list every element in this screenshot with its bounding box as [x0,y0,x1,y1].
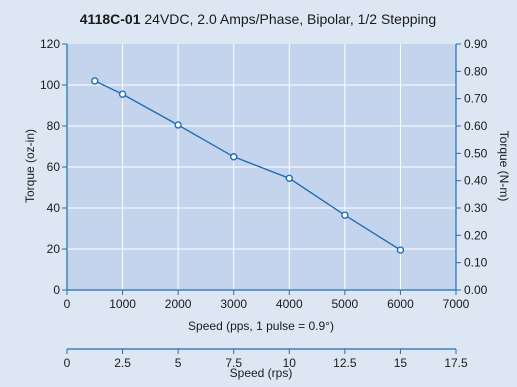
x2-axis-label: Speed (rps) [230,366,293,380]
y2-tick-label: 0.10 [464,256,488,270]
y-tick-label: 100 [40,78,60,92]
y-axis-label: Torque (oz-in) [23,129,37,203]
x2-tick-label: 12.5 [333,356,357,370]
y2-tick-label: 0.00 [464,283,488,297]
x-axis-label: Speed (pps, 1 pulse = 0.9°) [188,319,334,333]
x-tick-label: 1000 [109,297,136,311]
y2-tick-label: 0.30 [464,201,488,215]
y2-tick-label: 0.80 [464,64,488,78]
y-tick-label: 20 [47,242,61,256]
x2-tick-label: 17.5 [444,356,468,370]
data-point [118,90,127,98]
chart-title: 4118C-01 24VDC, 2.0 Amps/Phase, Bipolar,… [80,11,436,27]
x2-tick-label: 5 [175,356,182,370]
y-tick-label: 120 [40,37,60,51]
y-tick-label: 80 [47,119,61,133]
y-tick-label: 60 [47,160,61,174]
x-tick-label: 6000 [387,297,414,311]
y2-tick-label: 0.40 [464,174,488,188]
y2-axis-label: Torque (N-m) [497,131,511,202]
y-tick-label: 40 [47,201,61,215]
x-tick-label: 3000 [220,297,247,311]
x-tick-label: 4000 [276,297,303,311]
x2-tick-label: 10 [283,356,297,370]
y2-tick-label: 0.60 [464,119,488,133]
data-point [285,174,293,182]
y2-tick-label: 0.20 [464,228,488,242]
data-point [341,211,349,219]
x-tick-label: 5000 [332,297,359,311]
data-point [91,77,99,85]
data-point [174,121,182,129]
x2-tick-label: 2.5 [114,356,131,370]
x2-tick-label: 7.5 [225,356,242,370]
x2-tick-label: 0 [64,356,71,370]
x-tick-label: 0 [64,297,71,311]
y-tick-label: 0 [53,283,60,297]
y2-tick-label: 0.70 [464,92,488,106]
y2-tick-label: 0.50 [464,146,488,160]
x-tick-label: 7000 [443,297,470,311]
x-tick-label: 2000 [165,297,192,311]
data-point [396,246,405,254]
plot-layer: 0204060801001200.000.100.200.300.400.500… [40,37,488,370]
y2-tick-label: 0.90 [464,37,488,51]
data-point [230,153,238,161]
x2-tick-label: 15 [394,356,408,370]
